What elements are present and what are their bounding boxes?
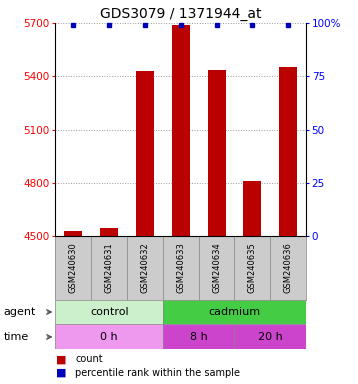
Bar bbox=[163, 324, 234, 349]
Text: GSM240636: GSM240636 bbox=[284, 242, 293, 293]
Text: GSM240633: GSM240633 bbox=[176, 242, 185, 293]
Text: control: control bbox=[90, 307, 129, 317]
Text: GSM240635: GSM240635 bbox=[248, 242, 257, 293]
Text: cadmium: cadmium bbox=[208, 307, 261, 317]
Text: GSM240631: GSM240631 bbox=[105, 242, 114, 293]
Bar bbox=[136, 71, 154, 236]
Bar bbox=[279, 68, 297, 236]
Text: GSM240634: GSM240634 bbox=[212, 242, 221, 293]
Bar bbox=[243, 181, 261, 236]
Text: 20 h: 20 h bbox=[258, 332, 283, 342]
Bar bbox=[55, 324, 163, 349]
Bar bbox=[172, 25, 190, 236]
Bar bbox=[208, 70, 226, 236]
Text: 8 h: 8 h bbox=[190, 332, 208, 342]
Text: GSM240630: GSM240630 bbox=[69, 242, 78, 293]
Bar bbox=[163, 300, 306, 324]
Text: ■: ■ bbox=[55, 368, 66, 378]
Text: agent: agent bbox=[4, 307, 36, 317]
Bar bbox=[55, 300, 163, 324]
Text: time: time bbox=[4, 332, 29, 342]
Text: GSM240632: GSM240632 bbox=[140, 242, 150, 293]
Bar bbox=[234, 324, 306, 349]
Bar bbox=[100, 228, 118, 236]
Text: ■: ■ bbox=[55, 354, 66, 364]
Text: 0 h: 0 h bbox=[100, 332, 118, 342]
Text: count: count bbox=[75, 354, 103, 364]
Text: percentile rank within the sample: percentile rank within the sample bbox=[75, 368, 240, 378]
Title: GDS3079 / 1371944_at: GDS3079 / 1371944_at bbox=[100, 7, 262, 21]
Bar bbox=[64, 232, 82, 236]
